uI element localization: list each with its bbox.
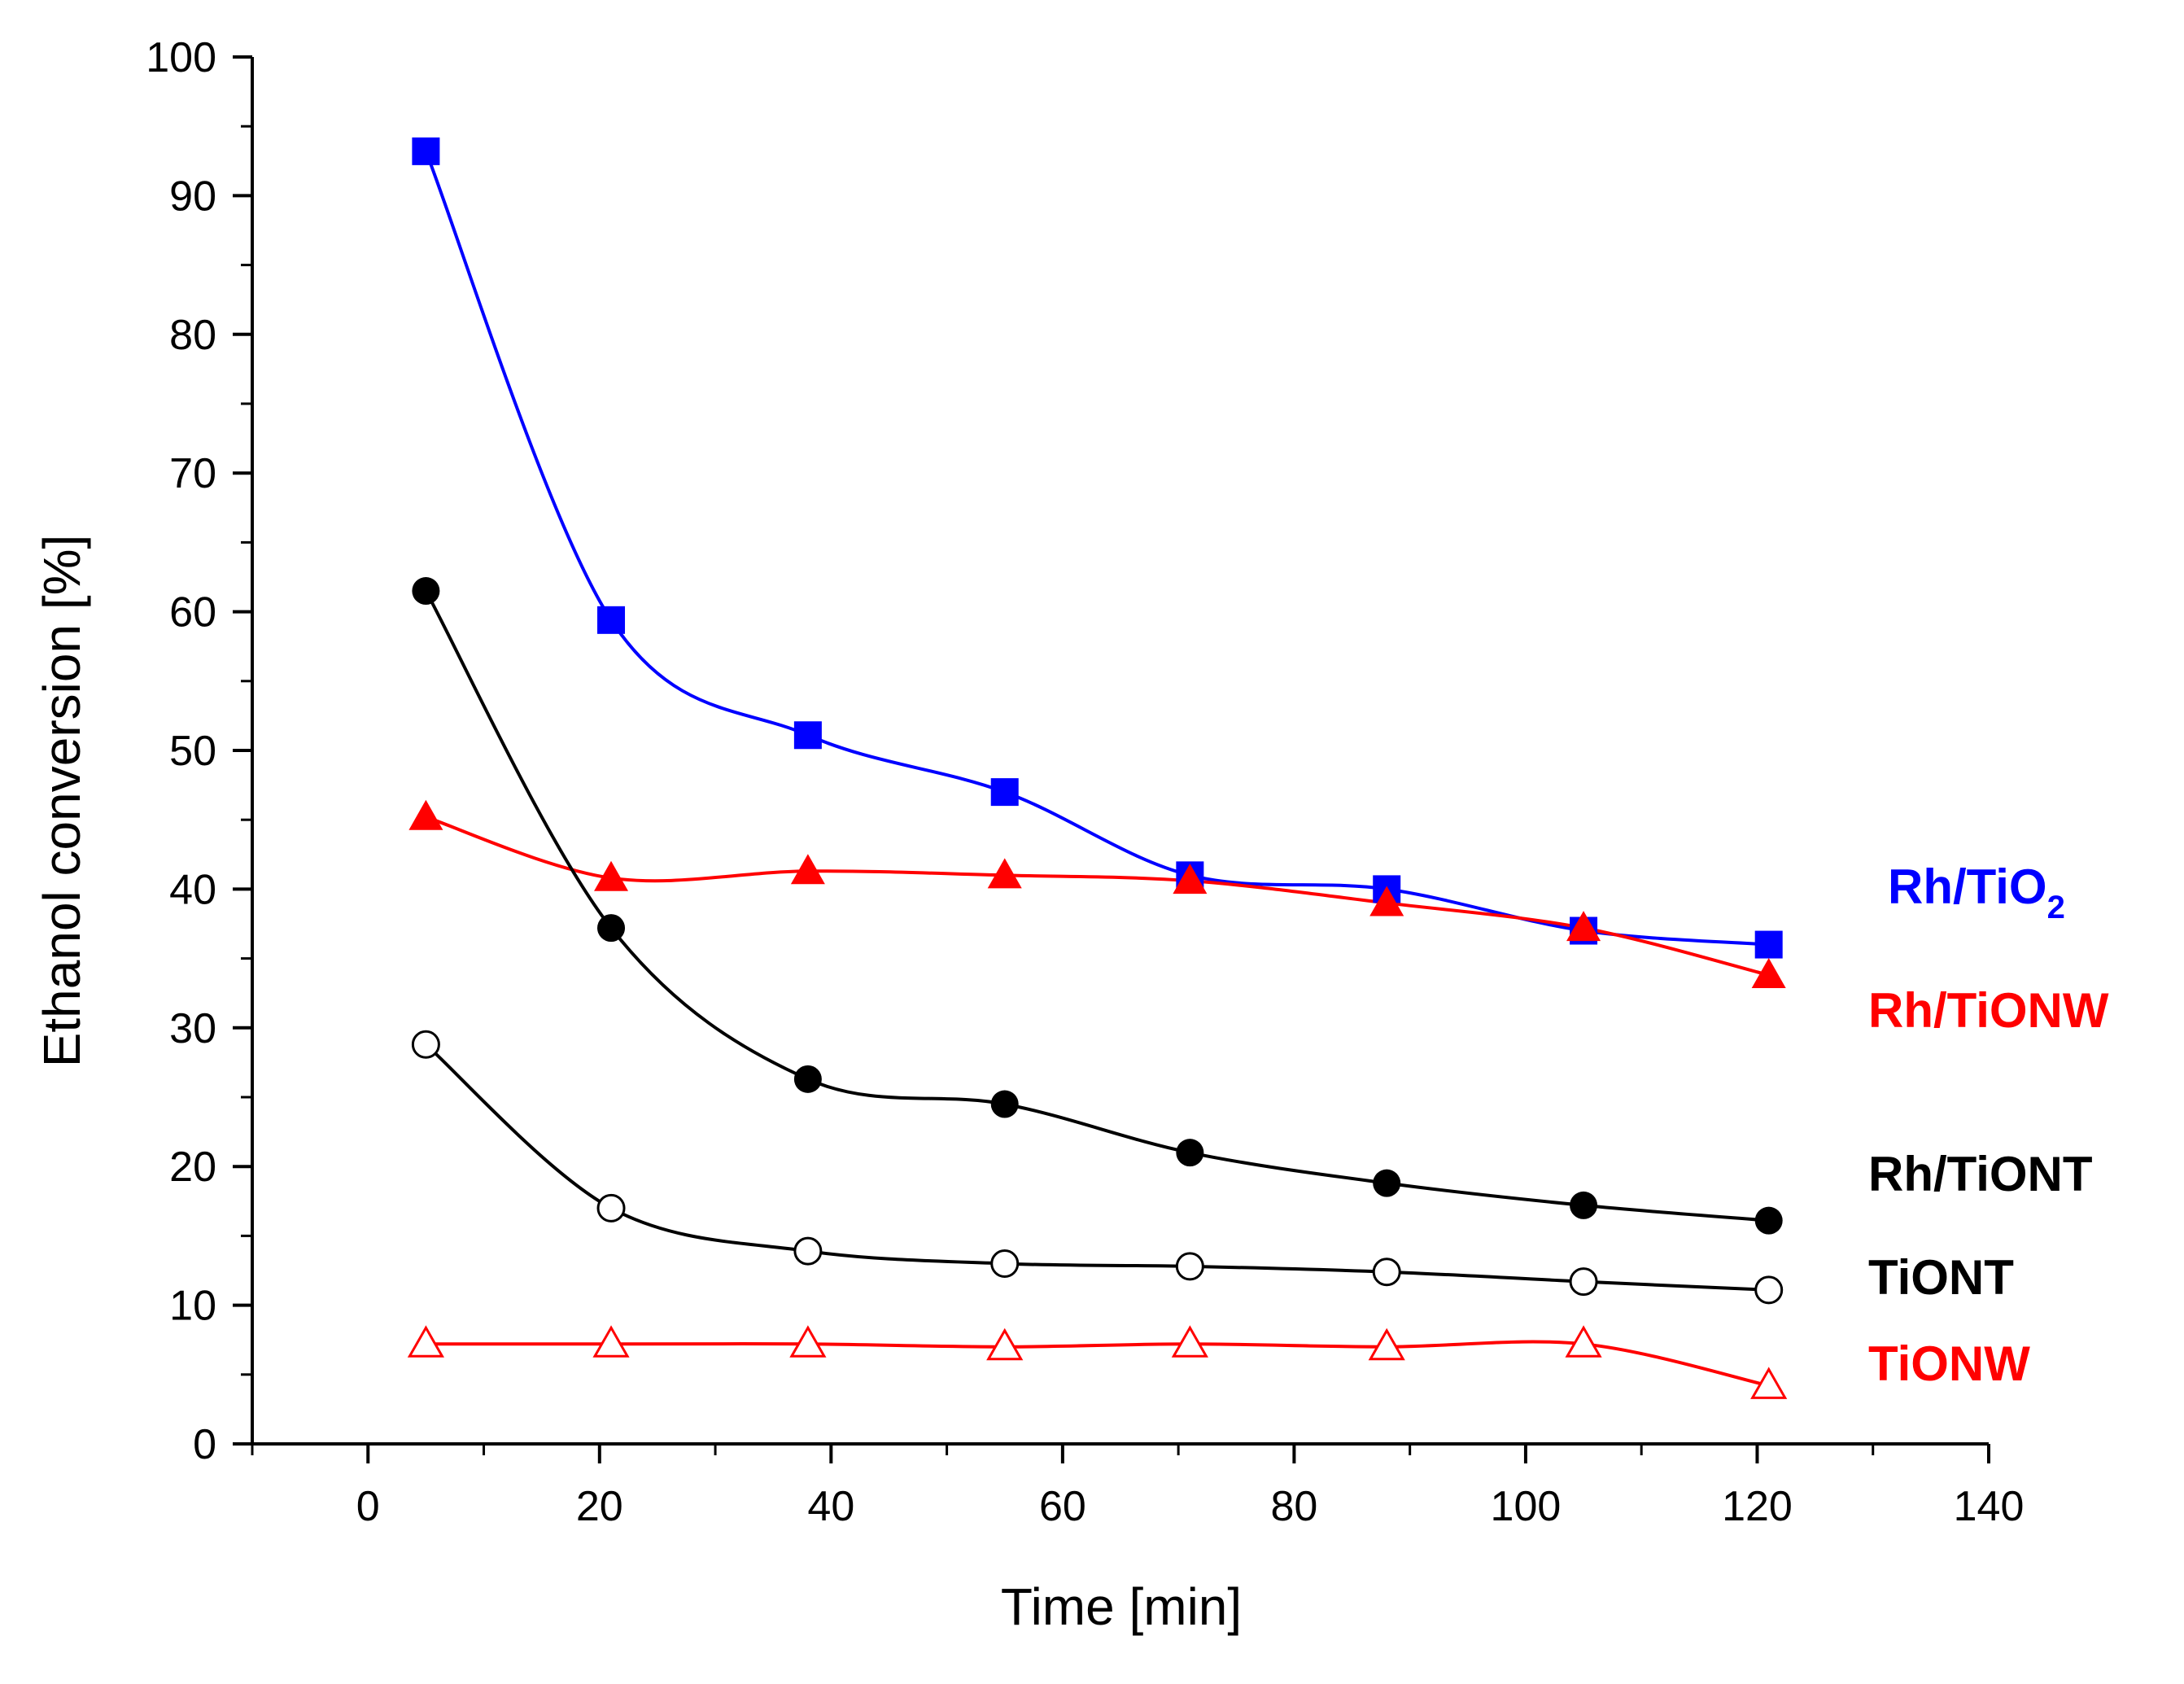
data-point-rh-tiont xyxy=(1373,1169,1401,1197)
data-point-rh-tionw xyxy=(594,860,629,891)
y-tick-label: 30 xyxy=(169,1005,216,1052)
data-point-tiont xyxy=(1175,1252,1204,1281)
data-point-tiont xyxy=(793,1236,823,1266)
y-tick-label: 90 xyxy=(169,173,216,220)
data-point-rh-tiont xyxy=(597,914,626,943)
data-point-rh-tionw xyxy=(1751,958,1786,989)
series-line-rh-tio2 xyxy=(424,151,1769,947)
series-label-rh-tiont: Rh/TiONT xyxy=(1868,1147,2093,1201)
x-tick-label: 100 xyxy=(1491,1483,1562,1530)
series-label-main: TiONW xyxy=(1868,1336,2030,1391)
series-label-subscript: 2 xyxy=(2047,890,2065,925)
data-point-tiont xyxy=(1569,1267,1598,1297)
data-point-rh-tio2 xyxy=(990,778,1019,807)
x-axis-title: Time [min] xyxy=(1001,1577,1242,1636)
x-tick-label: 80 xyxy=(1270,1483,1317,1530)
lines-layer xyxy=(424,151,1770,1388)
data-point-tiont xyxy=(411,1030,440,1059)
data-point-rh-tionw xyxy=(987,858,1022,889)
data-point-tionw xyxy=(1565,1325,1602,1358)
data-point-tionw xyxy=(1171,1325,1208,1358)
data-point-rh-tiont xyxy=(1754,1206,1783,1235)
series-label-tionw: TiONW xyxy=(1868,1336,2030,1391)
axes-layer: 0 10 20 30 40 50 60 70 80 90 100 0 20 40 60 80 100 120 140 xyxy=(146,34,2024,1530)
data-point-rh-tio2 xyxy=(1754,930,1783,959)
series-labels-layer: Rh/TiO2 Rh/TiONW Rh/TiONT TiONT TiONW xyxy=(1868,859,2109,1391)
data-point-rh-tiont xyxy=(412,577,440,606)
data-point-tiont xyxy=(1372,1258,1401,1287)
x-tick-label: 0 xyxy=(356,1483,380,1530)
markers-layer xyxy=(407,137,1788,1399)
data-point-rh-tio2 xyxy=(793,721,822,750)
y-axis-title: Ethanol conversion [%] xyxy=(33,535,91,1068)
data-point-rh-tiont xyxy=(990,1090,1019,1118)
data-point-tionw xyxy=(1368,1328,1405,1361)
data-point-tiont xyxy=(596,1193,626,1223)
y-tick-label: 20 xyxy=(169,1144,216,1191)
data-point-rh-tionw xyxy=(1173,864,1208,894)
data-point-rh-tionw xyxy=(1369,886,1404,916)
y-tick-label: 80 xyxy=(169,312,216,359)
series-label-main: Rh/TiONT xyxy=(1868,1147,2093,1201)
y-tick-label: 60 xyxy=(169,589,216,636)
data-point-tionw xyxy=(789,1325,827,1358)
data-point-tionw xyxy=(1750,1367,1788,1399)
series-label-rh-tio2: Rh/TiO2 xyxy=(1888,859,2065,925)
data-point-rh-tiont xyxy=(793,1065,822,1093)
y-tick-label: 40 xyxy=(169,866,216,913)
x-tick-label: 140 xyxy=(1954,1483,2025,1530)
y-tick-label: 50 xyxy=(169,728,216,775)
data-point-rh-tionw xyxy=(408,799,443,830)
series-label-main: Rh/TiO xyxy=(1888,859,2047,914)
data-point-tionw xyxy=(592,1325,630,1358)
data-point-rh-tiont xyxy=(1570,1191,1598,1219)
data-point-tionw xyxy=(407,1325,444,1358)
data-point-tiont xyxy=(1754,1275,1784,1305)
series-label-rh-tionw: Rh/TiONW xyxy=(1868,983,2109,1038)
data-point-tiont xyxy=(990,1249,1020,1278)
x-tick-label: 40 xyxy=(807,1483,854,1530)
x-tick-label: 20 xyxy=(576,1483,623,1530)
x-tick-label: 60 xyxy=(1039,1483,1086,1530)
data-point-rh-tio2 xyxy=(597,606,626,634)
series-line-rh-tiont xyxy=(424,590,1769,1223)
y-tick-label: 70 xyxy=(169,450,216,497)
y-tick-label: 0 xyxy=(193,1421,216,1468)
series-line-tiont xyxy=(425,1043,1769,1292)
series-label-main: TiONT xyxy=(1868,1250,2014,1305)
series-label-main: Rh/TiONW xyxy=(1868,983,2109,1038)
series-line-rh-tionw xyxy=(425,815,1770,977)
data-point-tionw xyxy=(986,1328,1024,1361)
data-point-rh-tionw xyxy=(790,854,825,885)
data-point-rh-tionw xyxy=(1566,911,1601,942)
series-label-tiont: TiONT xyxy=(1868,1250,2014,1305)
data-point-rh-tiont xyxy=(1176,1139,1204,1167)
data-point-rh-tio2 xyxy=(412,137,440,165)
y-tick-label: 100 xyxy=(146,34,216,81)
series-line-tionw xyxy=(426,1340,1770,1388)
x-tick-label: 120 xyxy=(1722,1483,1793,1530)
y-tick-label: 10 xyxy=(169,1283,216,1330)
